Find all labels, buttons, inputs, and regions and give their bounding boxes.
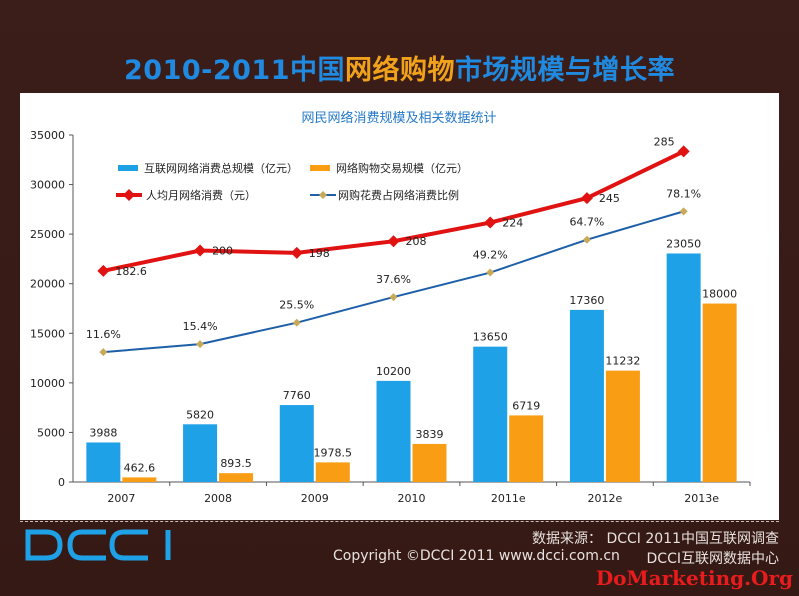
y-tick-label: 0 [58,476,65,489]
bar-total-consumption [376,380,411,482]
bar-total-consumption [666,253,701,482]
copyright-text: Copyright ©DCCI 2011 www.dcci.com.cn [333,548,620,564]
point-per-capita-marker [194,244,207,257]
x-tick-label: 2012e [588,492,623,505]
bar-total-label: 17360 [569,294,604,307]
point-share-marker [196,340,205,349]
title-part2: 市场规模与增长率 [455,55,675,86]
legend-label-total: 互联网网络消费总规模（亿元） [144,161,298,175]
point-per-capita-label: 182.6 [115,265,147,278]
chart-svg: 网民网络消费规模及相关数据统计 0 5000 10000 15000 20000 25000… [30,110,751,505]
title-highlight: 网络购物 [345,55,455,86]
bar-total-label: 7760 [283,389,311,402]
chart-title: 网民网络消费规模及相关数据统计 [301,110,496,126]
point-share-label: 25.5% [279,299,314,312]
legend-marker-per-capita [123,189,135,201]
point-per-capita-marker [580,192,593,205]
point-per-capita-label: 198 [309,247,330,260]
point-share-marker [292,318,301,327]
point-share-marker [582,235,591,244]
bar-total-label: 5820 [186,408,214,421]
bar-shopping-label: 3839 [416,428,444,441]
y-tick-label: 20000 [30,278,65,291]
bar-total-label: 3988 [89,426,117,439]
x-tick-label: 2013e [684,492,719,505]
point-share-label: 11.6% [86,328,121,341]
legend-label-shopping: 网络购物交易规模（亿元） [336,161,468,175]
bar-shopping-label: 893.5 [220,457,252,470]
watermark-text: DoMarketing.Org [595,566,793,590]
bar-total-label: 10200 [376,365,411,378]
page-title: 2010-2011中国网络购物市场规模与增长率 [0,48,799,87]
dcci-logo [25,529,171,561]
point-share-marker [486,268,495,277]
point-per-capita-marker [484,216,497,229]
legend-swatch-total [118,165,138,171]
point-share-label: 49.2% [473,249,508,262]
legend-label-per-capita: 人均月网络消费（元） [146,188,256,202]
x-tick-label: 2008 [204,492,232,505]
legend-swatch-shopping [310,165,330,171]
y-tick-label: 35000 [30,129,65,142]
x-tick-label: 2009 [301,492,329,505]
point-share-marker [99,348,108,357]
legend-marker-share [319,191,327,199]
bar-total-consumption [86,442,121,482]
bar-total-consumption [473,346,508,482]
point-share-label: 64.7% [569,216,604,229]
bar-shopping-volume [702,303,737,482]
x-tick-label: 2011e [491,492,526,505]
point-per-capita-label: 208 [406,235,427,248]
bar-shopping-label: 6719 [512,399,540,412]
x-tick-label: 2007 [107,492,135,505]
bar-shopping-label: 462.6 [124,461,156,474]
point-per-capita-label: 200 [212,245,233,258]
bar-total-consumption [569,309,604,482]
bar-shopping-volume [412,443,447,482]
point-per-capita-label: 224 [502,217,523,230]
point-share-label: 37.6% [376,273,411,286]
bar-shopping-label: 18000 [702,288,737,301]
center-text: DCCI互联网数据中心 [646,551,779,567]
bar-shopping-label: 11232 [605,355,640,368]
footer-divider [20,521,779,522]
bar-shopping-volume [509,415,544,482]
point-share-marker [389,293,398,302]
bar-shopping-label: 1978.5 [314,446,353,459]
y-tick-label: 25000 [30,228,65,241]
bar-total-label: 13650 [473,331,508,344]
point-per-capita-label: 285 [654,135,675,148]
bar-total-consumption [183,424,218,482]
title-part1: 2010-2011中国 [124,55,345,86]
source-text: 数据来源： DCCI 2011中国互联网调查 [532,531,779,547]
x-tick-label: 2010 [398,492,426,505]
point-per-capita-marker [97,264,110,277]
point-per-capita-marker [387,235,400,248]
chart-panel: 网民网络消费规模及相关数据统计 0 5000 10000 15000 20000 25000… [20,93,779,520]
point-share-label: 78.1% [666,187,701,200]
bar-shopping-volume [219,473,254,482]
point-per-capita-label: 245 [599,192,620,205]
y-tick-label: 15000 [30,327,65,340]
bar-total-label: 23050 [666,237,701,250]
point-share-label: 15.4% [183,320,218,333]
bar-total-consumption [279,405,314,482]
y-tick-label: 30000 [30,179,65,192]
point-per-capita-marker [290,246,303,259]
y-tick-label: 10000 [30,377,65,390]
bar-shopping-volume [122,477,157,482]
y-tick-label: 5000 [37,426,65,439]
bar-shopping-volume [605,370,640,482]
point-share-marker [679,207,688,216]
bar-shopping-volume [315,462,350,482]
legend-label-share: 网购花费占网络消费比例 [338,188,459,202]
